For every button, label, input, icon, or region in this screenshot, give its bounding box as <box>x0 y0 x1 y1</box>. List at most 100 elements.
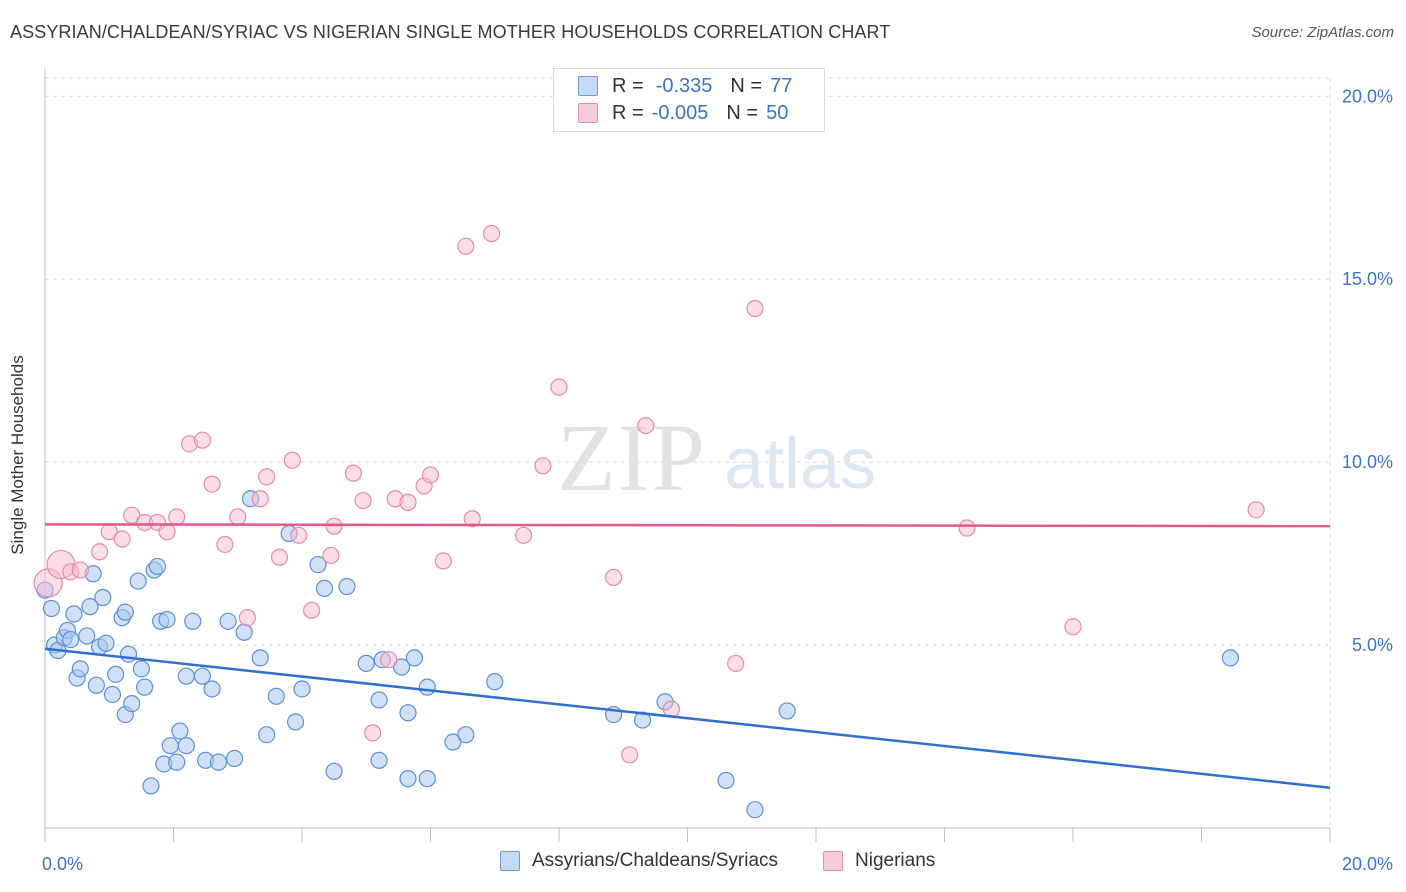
data-point-nigerians <box>158 523 176 541</box>
data-point-assyrians <box>71 660 89 678</box>
data-point-nigerians <box>258 468 276 486</box>
data-point-assyrians <box>235 623 253 641</box>
data-point-assyrians <box>399 770 417 788</box>
data-point-assyrians <box>168 753 186 771</box>
data-point-assyrians <box>81 598 99 616</box>
data-point-assyrians <box>203 680 221 698</box>
data-point-assyrians <box>78 627 96 645</box>
data-point-nigerians <box>193 431 212 449</box>
data-point-assyrians <box>161 737 179 755</box>
data-point-nigerians <box>1064 618 1082 636</box>
legend-n-value: 77 <box>770 74 793 97</box>
watermark-zip: ZIP <box>557 404 707 511</box>
data-point-assyrians <box>193 667 212 685</box>
axes <box>44 68 1331 842</box>
data-point-nigerians <box>251 490 269 508</box>
data-point-assyrians <box>418 770 436 788</box>
data-point-assyrians <box>94 588 112 607</box>
legend-r-label: R = <box>612 74 644 97</box>
legend-swatch-blue <box>500 851 520 871</box>
data-point-assyrians <box>370 691 388 709</box>
data-point-assyrians <box>42 599 61 618</box>
data-point-assyrians <box>177 667 195 685</box>
data-point-assyrians <box>171 722 189 740</box>
data-point-assyrians <box>116 603 134 621</box>
tick-labels: 5.0% 10.0% 15.0% 20.0% 0.0% 20.0% <box>42 86 1393 874</box>
data-point-assyrians <box>418 678 436 696</box>
correlation-legend: R = -0.335 N = 77 R = -0.005 N = 50 <box>553 68 825 132</box>
y-tick-label: 10.0% <box>1342 452 1393 472</box>
legend-n-label: N = <box>730 74 763 97</box>
data-point-assyrians <box>370 751 388 769</box>
data-point-nigerians <box>270 548 289 566</box>
data-point-assyrians <box>158 610 176 629</box>
series-legend: Assyrians/Chaldeans/Syriacs Nigerians <box>0 850 1406 880</box>
data-point-nigerians <box>434 552 452 570</box>
data-point-nigerians <box>746 299 764 318</box>
data-point-nigerians <box>380 651 398 669</box>
legend-label-nigerians: Nigerians <box>855 850 936 871</box>
series-assyrians-points <box>36 490 1240 819</box>
data-point-nigerians <box>303 601 321 619</box>
data-point-assyrians <box>325 762 343 780</box>
data-point-nigerians <box>463 510 481 528</box>
data-point-assyrians <box>148 557 167 576</box>
x-tick-label: 0.0% <box>42 854 83 874</box>
data-point-assyrians <box>97 634 115 652</box>
data-point-nigerians <box>325 517 343 535</box>
data-point-assyrians <box>357 654 375 672</box>
data-point-assyrians <box>103 685 122 704</box>
legend-label-assyrians: Assyrians/Chaldeans/Syriacs <box>532 850 779 871</box>
data-point-assyrians <box>746 801 764 819</box>
data-point-assyrians <box>129 572 147 590</box>
trend-line-nigerians <box>44 523 1331 528</box>
data-point-assyrians <box>267 687 285 705</box>
data-point-nigerians <box>344 464 362 482</box>
data-point-nigerians <box>283 451 301 469</box>
legend-item-assyrians: Assyrians/Chaldeans/Syriacs <box>500 850 778 872</box>
data-point-assyrians <box>135 678 154 696</box>
data-point-assyrians <box>177 737 195 755</box>
data-point-nigerians <box>71 561 89 579</box>
data-point-assyrians <box>132 660 150 678</box>
data-point-assyrians <box>717 771 735 790</box>
data-point-nigerians <box>290 526 308 544</box>
legend-swatch-pink <box>578 103 598 123</box>
legend-row-assyrians: R = -0.335 N = 77 <box>578 73 792 99</box>
watermark-atlas: atlas <box>724 424 876 504</box>
legend-swatch-blue <box>578 76 598 96</box>
data-point-assyrians <box>258 726 276 744</box>
source-credit: Source: ZipAtlas.com <box>1251 24 1394 41</box>
data-point-nigerians <box>534 457 552 475</box>
data-point-assyrians <box>123 695 141 713</box>
data-point-nigerians <box>399 493 417 511</box>
data-point-nigerians <box>113 530 131 548</box>
legend-r-value: -0.335 <box>655 74 713 97</box>
data-point-assyrians <box>87 676 106 694</box>
data-point-nigerians <box>958 519 976 537</box>
data-point-assyrians <box>315 579 334 597</box>
data-point-nigerians <box>203 475 221 493</box>
data-point-assyrians <box>486 673 504 691</box>
trend-lines <box>44 523 1331 789</box>
data-point-assyrians <box>286 713 305 731</box>
data-point-nigerians <box>1247 501 1265 519</box>
data-point-nigerians <box>354 491 372 510</box>
legend-n-value: 50 <box>766 101 789 124</box>
data-point-assyrians <box>633 711 652 729</box>
data-point-nigerians <box>515 526 533 544</box>
data-point-nigerians <box>238 609 256 627</box>
watermark: ZIP atlas <box>557 404 876 511</box>
series-nigerians-points <box>33 224 1265 764</box>
y-tick-label: 20.0% <box>1342 86 1393 106</box>
data-point-nigerians <box>216 535 234 554</box>
chart-title: ASSYRIAN/CHALDEAN/SYRIAC VS NIGERIAN SIN… <box>10 22 891 42</box>
data-point-assyrians <box>225 749 244 768</box>
data-point-nigerians <box>123 506 141 524</box>
data-point-assyrians <box>338 577 356 596</box>
data-point-assyrians <box>209 753 228 771</box>
legend-r-label: R = <box>612 101 644 124</box>
data-point-assyrians <box>251 649 269 667</box>
x-tick-label: 20.0% <box>1342 854 1393 874</box>
